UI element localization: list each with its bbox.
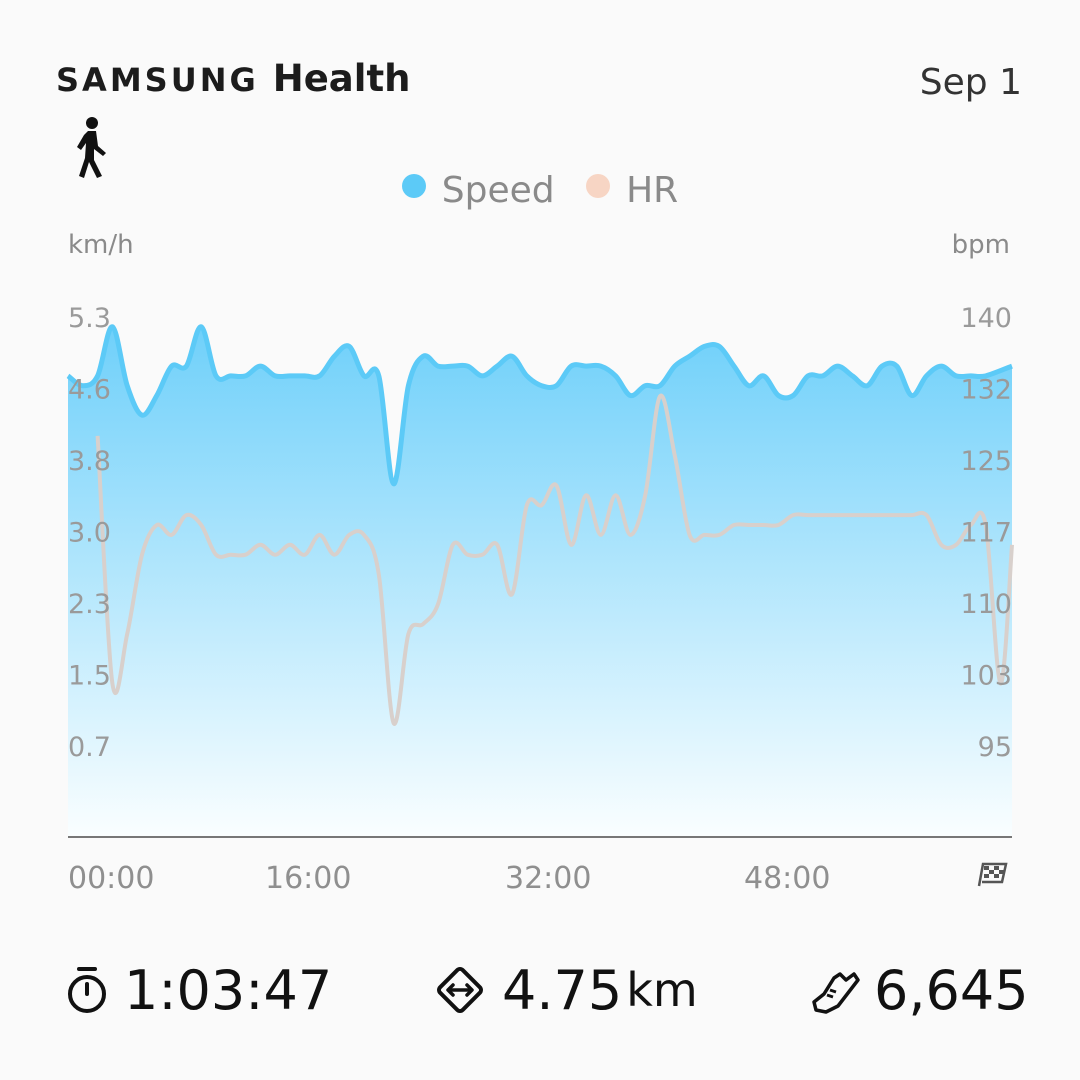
chart-legend: Speed HR bbox=[0, 170, 1080, 211]
y-left-tick: 2.3 bbox=[68, 589, 111, 620]
shoe-icon bbox=[812, 972, 860, 1014]
legend-dot-speed bbox=[401, 174, 426, 198]
legend-item-hr: HR bbox=[586, 170, 678, 211]
speed-area bbox=[68, 326, 1012, 837]
y-right-tick: 140 bbox=[960, 303, 1012, 334]
distance-value: 4.75 bbox=[502, 958, 623, 1022]
x-tick: 48:00 bbox=[744, 861, 830, 896]
y-right-tick: 95 bbox=[978, 732, 1012, 763]
stopwatch-icon bbox=[68, 967, 106, 1013]
y-right-tick: 103 bbox=[960, 661, 1012, 692]
y-left-tick: 3.0 bbox=[68, 518, 111, 549]
steps-stat: 6,645 bbox=[808, 950, 1029, 1030]
right-axis-unit: bpm bbox=[951, 230, 1010, 260]
brand-samsung: SAMSUNG bbox=[56, 61, 259, 99]
x-tick: 32:00 bbox=[505, 861, 591, 896]
workout-summary: 1:03:47 4.75 km 6,645 bbox=[0, 950, 1080, 1030]
y-right-tick: 117 bbox=[960, 518, 1012, 549]
legend-item-speed: Speed bbox=[401, 170, 555, 211]
speed-hr-chart: 5.3 4.6 3.8 3.0 2.3 1.5 0.7 140 132 125 117 110 103 9… bbox=[66, 303, 1014, 896]
speed-line bbox=[66, 324, 1013, 487]
x-tick: 16:00 bbox=[265, 861, 351, 896]
checkered-flag-icon bbox=[977, 862, 1008, 887]
hr-line bbox=[95, 393, 1014, 726]
distance-diamond-icon bbox=[437, 967, 483, 1013]
left-axis-unit: km/h bbox=[68, 230, 134, 260]
y-right-tick: 132 bbox=[960, 375, 1012, 406]
steps-value: 6,645 bbox=[874, 958, 1029, 1022]
distance-stat: 4.75 km bbox=[432, 950, 698, 1030]
walking-person-icon bbox=[77, 117, 106, 178]
legend-label-speed: Speed bbox=[441, 170, 555, 211]
legend-label-hr: HR bbox=[626, 170, 679, 211]
duration-stat: 1:03:47 bbox=[64, 950, 332, 1030]
brand-health: Health bbox=[272, 57, 411, 100]
y-left-tick: 4.6 bbox=[68, 375, 111, 406]
y-right-tick: 125 bbox=[960, 446, 1012, 477]
y-right-tick: 110 bbox=[960, 589, 1012, 620]
legend-dot-hr bbox=[586, 174, 611, 198]
y-left-tick: 5.3 bbox=[68, 303, 111, 334]
app-logo: SAMSUNG Health bbox=[56, 56, 410, 100]
y-left-tick: 3.8 bbox=[68, 446, 111, 477]
workout-date: Sep 1 bbox=[919, 62, 1022, 103]
distance-unit: km bbox=[626, 963, 698, 1017]
y-left-tick: 0.7 bbox=[68, 732, 111, 763]
x-tick: 00:00 bbox=[68, 861, 154, 896]
duration-value: 1:03:47 bbox=[124, 958, 333, 1022]
y-left-tick: 1.5 bbox=[68, 661, 111, 692]
